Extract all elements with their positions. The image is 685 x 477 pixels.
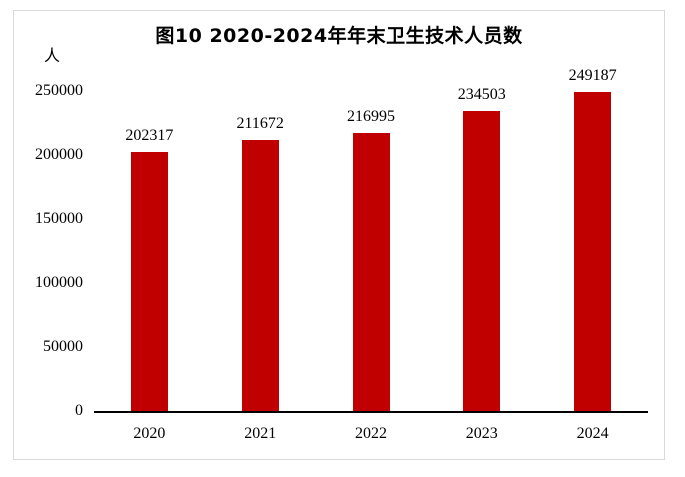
y-axis-unit-label: 人: [44, 48, 61, 65]
x-axis-category-label: 2023: [465, 425, 498, 442]
y-axis-tick-label: 0: [75, 402, 83, 419]
y-axis-tick-label: 250000: [35, 82, 83, 99]
chart-figure: 图10 2020-2024年年末卫生技术人员数 人 0 50000 100000 15…: [13, 10, 665, 460]
y-axis-tick-label: 150000: [35, 210, 83, 227]
x-axis-category-label: 2020: [133, 425, 166, 442]
bar: [352, 133, 390, 411]
bar-value-label: 249187: [568, 67, 617, 85]
chart-area: 0 50000 100000 150000 200000 250000 202317 2020…: [14, 11, 664, 459]
bar: [130, 152, 168, 411]
y-axis-tick-label: 200000: [35, 146, 83, 163]
bar: [574, 92, 612, 411]
bar-value-label: 202317: [125, 127, 174, 145]
y-axis-tick-label: 50000: [43, 338, 83, 355]
x-axis-line: [94, 411, 648, 413]
chart-title: 图10 2020-2024年年末卫生技术人员数: [155, 25, 523, 47]
x-axis-category-label: 2021: [244, 425, 277, 442]
bar: [463, 110, 501, 411]
bar: [241, 140, 279, 411]
bar-value-label: 234503: [457, 85, 506, 103]
bar-value-label: 216995: [347, 108, 395, 126]
y-axis-tick-label: 100000: [35, 274, 83, 291]
x-axis-category-label: 2024: [576, 425, 609, 442]
bar-value-label: 211672: [236, 115, 284, 133]
x-axis-category-label: 2022: [355, 425, 387, 442]
